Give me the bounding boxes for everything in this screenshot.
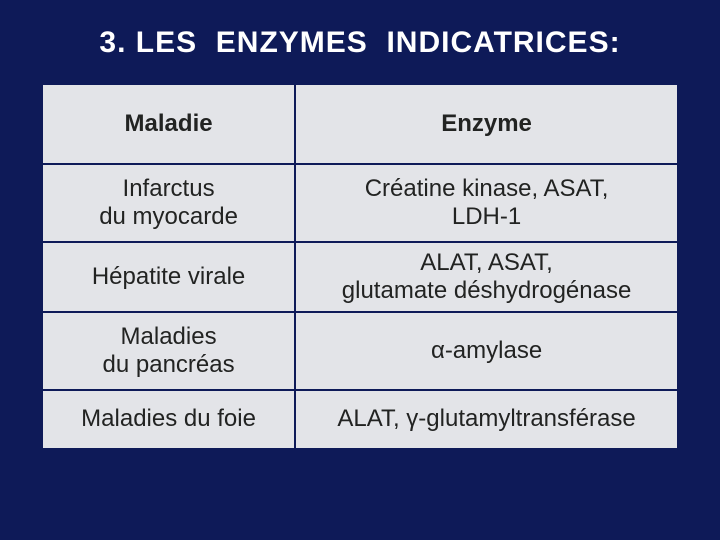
slide: 3. LES ENZYMES INDICATRICES: Maladie Enz… (0, 0, 720, 540)
cell-maladie: Hépatite virale (42, 242, 296, 312)
table-row: Hépatite virale ALAT, ASAT,glutamate dés… (42, 242, 679, 312)
table-row: Maladies du foie ALAT, γ-glutamyltransfé… (42, 390, 679, 450)
enzyme-table: Maladie Enzyme Infarctusdu myocarde Créa… (40, 82, 680, 451)
table-header-maladie: Maladie (42, 84, 296, 164)
table-header-row: Maladie Enzyme (42, 84, 679, 164)
table-row: Infarctusdu myocarde Créatine kinase, AS… (42, 164, 679, 242)
cell-maladie: Maladies du foie (42, 390, 296, 450)
table-row: Maladiesdu pancréas α-amylase (42, 312, 679, 390)
cell-maladie: Infarctusdu myocarde (42, 164, 296, 242)
slide-title: 3. LES ENZYMES INDICATRICES: (99, 26, 620, 60)
cell-enzyme: ALAT, ASAT,glutamate déshydrogénase (295, 242, 678, 312)
cell-enzyme: Créatine kinase, ASAT,LDH-1 (295, 164, 678, 242)
cell-maladie: Maladiesdu pancréas (42, 312, 296, 390)
cell-enzyme: α-amylase (295, 312, 678, 390)
table-header-enzyme: Enzyme (295, 84, 678, 164)
cell-enzyme: ALAT, γ-glutamyltransférase (295, 390, 678, 450)
